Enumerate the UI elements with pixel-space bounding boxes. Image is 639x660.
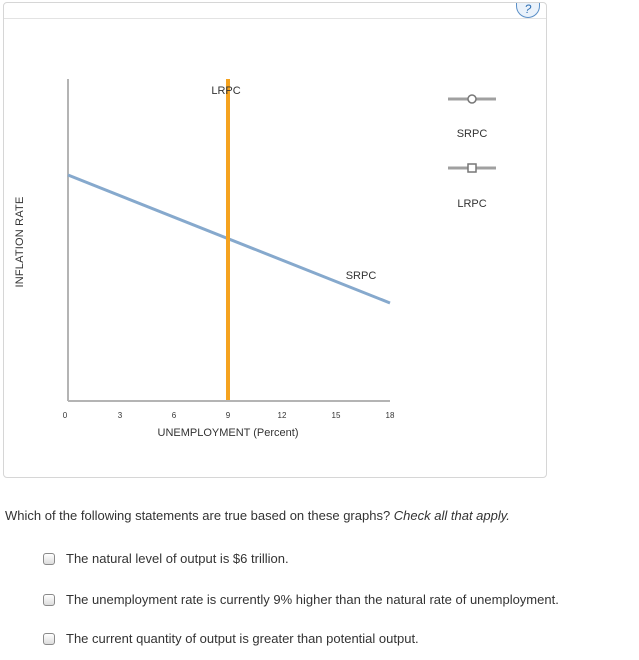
- lrpc-legend-tool[interactable]: [448, 163, 496, 173]
- lrpc-curve-label: LRPC: [211, 85, 240, 97]
- question-instruction: Check all that apply.: [393, 508, 510, 523]
- x-tick-label: 15: [332, 411, 341, 420]
- panel-divider: [4, 18, 546, 19]
- phillips-curve-graph: LRPC SRPC 0 3 6 9 12 15 18 UNEMPLOYMENT …: [63, 79, 496, 439]
- checkbox[interactable]: [43, 593, 55, 606]
- graph-panel: ? LRPC SRPC 0 3 6 9 12 15 18 UNEMPLOYMEN…: [3, 2, 547, 478]
- circle-marker-icon: [467, 94, 477, 104]
- x-tick-label: 9: [226, 411, 231, 420]
- option-label: The current quantity of output is greate…: [66, 631, 419, 646]
- checkbox[interactable]: [43, 632, 55, 645]
- option-label: The unemployment rate is currently 9% hi…: [66, 592, 559, 607]
- option-label: The natural level of output is $6 trilli…: [66, 551, 289, 566]
- question-text: Which of the following statements are tr…: [5, 508, 510, 523]
- srpc-legend-label: SRPC: [457, 128, 488, 140]
- x-tick-label: 0: [63, 411, 68, 420]
- y-axis-title: INFLATION RATE: [14, 196, 26, 288]
- checkbox[interactable]: [43, 552, 55, 565]
- x-tick-label: 6: [172, 411, 177, 420]
- option-2[interactable]: The unemployment rate is currently 9% hi…: [43, 592, 559, 607]
- x-tick-label: 3: [118, 411, 123, 420]
- srpc-legend-tool[interactable]: [448, 94, 496, 104]
- square-marker-icon: [467, 163, 477, 173]
- x-axis-title: UNEMPLOYMENT (Percent): [158, 427, 299, 439]
- option-1[interactable]: The natural level of output is $6 trilli…: [43, 551, 289, 566]
- srpc-curve-label: SRPC: [346, 270, 377, 282]
- option-3[interactable]: The current quantity of output is greate…: [43, 631, 419, 646]
- x-tick-label: 18: [386, 411, 395, 420]
- lrpc-legend-label: LRPC: [457, 198, 486, 210]
- x-tick-label: 12: [278, 411, 287, 420]
- question-prompt: Which of the following statements are tr…: [5, 508, 391, 523]
